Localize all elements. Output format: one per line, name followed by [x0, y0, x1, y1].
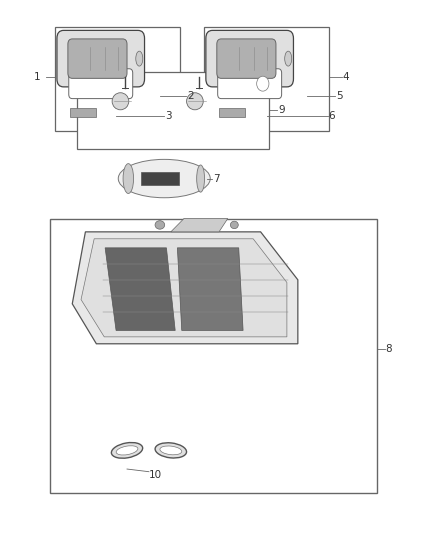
Circle shape [257, 76, 269, 91]
Ellipse shape [187, 93, 203, 110]
Ellipse shape [197, 165, 205, 192]
Ellipse shape [285, 51, 292, 66]
FancyBboxPatch shape [206, 30, 293, 87]
Bar [50, 219, 377, 493]
Ellipse shape [230, 221, 238, 229]
Ellipse shape [136, 51, 143, 66]
Bar [77, 72, 269, 149]
Ellipse shape [155, 443, 187, 458]
Text: 1: 1 [34, 72, 41, 82]
FancyBboxPatch shape [217, 39, 276, 78]
Bar [204, 27, 328, 131]
Ellipse shape [112, 93, 129, 110]
Ellipse shape [160, 446, 182, 455]
Text: 6: 6 [328, 111, 335, 120]
Ellipse shape [123, 164, 134, 193]
Text: 3: 3 [165, 111, 172, 120]
Ellipse shape [116, 446, 138, 455]
Ellipse shape [111, 442, 143, 458]
Polygon shape [177, 248, 243, 330]
FancyBboxPatch shape [218, 69, 282, 99]
Bar [55, 27, 180, 131]
FancyBboxPatch shape [69, 69, 133, 99]
Bar [70, 108, 96, 117]
Text: 7: 7 [213, 174, 220, 183]
Polygon shape [81, 239, 287, 337]
Text: 8: 8 [385, 344, 392, 354]
Polygon shape [105, 248, 175, 330]
Text: 4: 4 [343, 72, 350, 82]
Ellipse shape [155, 221, 165, 229]
FancyBboxPatch shape [57, 30, 145, 87]
Bar [141, 172, 179, 185]
Text: 2: 2 [187, 91, 194, 101]
Polygon shape [171, 219, 228, 232]
Text: 10: 10 [149, 471, 162, 480]
Bar [219, 108, 245, 117]
Ellipse shape [118, 159, 210, 198]
Polygon shape [72, 232, 298, 344]
Text: 9: 9 [278, 106, 285, 115]
FancyBboxPatch shape [68, 39, 127, 78]
Text: 5: 5 [336, 91, 343, 101]
